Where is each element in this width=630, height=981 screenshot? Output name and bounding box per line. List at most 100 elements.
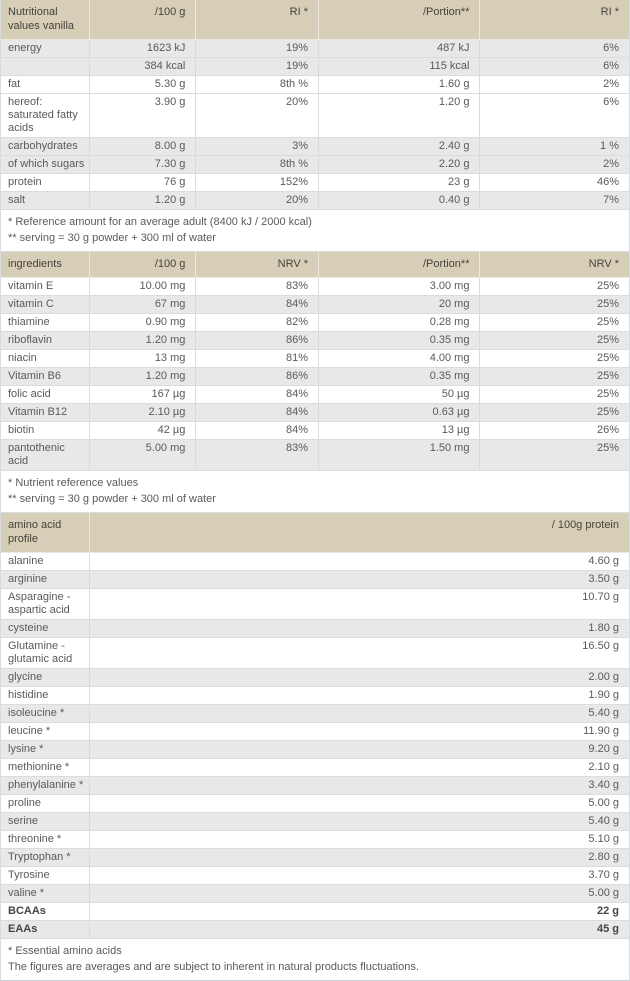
row-label: isoleucine * bbox=[8, 707, 65, 719]
footnote-reference-amount: * Reference amount for an average adult … bbox=[8, 216, 312, 228]
value-per-portion: 0.28 mg bbox=[318, 314, 479, 331]
row-label: carbohydrates bbox=[8, 140, 78, 152]
table-row: arginine 3.50 g bbox=[1, 571, 629, 589]
amino-value: 5.40 g bbox=[88, 705, 629, 722]
amino-value: 1.90 g bbox=[88, 687, 629, 704]
ri-per-portion: 25% bbox=[479, 332, 629, 349]
table-row: Asparagine - aspartic acid 10.70 g bbox=[1, 589, 629, 620]
table-row: hereof: saturated fatty acids 3.90 g 20% 1.… bbox=[1, 94, 629, 138]
ri-per-portion: 25% bbox=[479, 386, 629, 403]
amino-value: 4.60 g bbox=[88, 553, 629, 570]
table-row: riboflavin 1.20 mg 86% 0.35 mg 25% bbox=[1, 332, 629, 350]
table-row: leucine * 11.90 g bbox=[1, 723, 629, 741]
amino-table-header: amino acid profile / 100g protein bbox=[1, 513, 629, 553]
footnote-nrv: * Nutrient reference values bbox=[8, 477, 139, 489]
ri-per-portion: 25% bbox=[479, 368, 629, 385]
row-label: fat bbox=[8, 78, 21, 90]
table-row: glycine 2.00 g bbox=[1, 669, 629, 687]
table-row: Tryptophan * 2.80 g bbox=[1, 849, 629, 867]
column-header-per-100g-protein: / 100g protein bbox=[88, 513, 629, 552]
footnote-essential-amino-acids: * Essential amino acids bbox=[8, 945, 122, 957]
row-label: BCAAs bbox=[8, 905, 46, 917]
table-row: biotin 42 µg 84% 13 µg 26% bbox=[1, 422, 629, 440]
amino-value: 16.50 g bbox=[88, 638, 629, 668]
row-label: threonine * bbox=[8, 833, 62, 845]
value-per-100g: 5.30 g bbox=[88, 76, 196, 93]
ingredients-section: ingredients /100 g NRV * /Portion** NRV … bbox=[1, 252, 629, 513]
row-label: Vitamin B6 bbox=[8, 370, 61, 382]
ri-per-portion: 46% bbox=[479, 174, 629, 191]
row-label: lysine * bbox=[8, 743, 44, 755]
table-row: Vitamin B6 1.20 mg 86% 0.35 mg 25% bbox=[1, 368, 629, 386]
amino-value: 2.80 g bbox=[88, 849, 629, 866]
value-per-portion: 3.00 mg bbox=[318, 278, 479, 295]
row-label: histidine bbox=[8, 689, 49, 701]
footnote-serving: ** serving = 30 g powder + 300 ml of wat… bbox=[8, 232, 216, 244]
column-header-per-100g: /100 g bbox=[88, 0, 196, 39]
table-row: Vitamin B12 2.10 µg 84% 0.63 µg 25% bbox=[1, 404, 629, 422]
ri-per-portion: 25% bbox=[479, 314, 629, 331]
row-label: salt bbox=[8, 194, 26, 206]
row-label: cysteine bbox=[8, 622, 49, 634]
value-per-100g: 42 µg bbox=[88, 422, 196, 439]
ri-per-100g: 152% bbox=[195, 174, 318, 191]
row-label: thiamine bbox=[8, 316, 50, 328]
value-per-portion: 2.40 g bbox=[318, 138, 479, 155]
row-label bbox=[1, 58, 89, 75]
ingredients-table-header: ingredients /100 g NRV * /Portion** NRV … bbox=[1, 252, 629, 278]
row-label: Tyrosine bbox=[8, 869, 50, 881]
table-row: methionine * 2.10 g bbox=[1, 759, 629, 777]
column-header-nutrition-label: Nutritional values vanilla bbox=[8, 6, 75, 32]
table-row: alanine 4.60 g bbox=[1, 553, 629, 571]
row-label: energy bbox=[8, 42, 42, 54]
value-per-portion: 23 g bbox=[318, 174, 479, 191]
row-label: protein bbox=[8, 176, 42, 188]
ri-per-100g: 19% bbox=[195, 40, 318, 57]
row-label: niacin bbox=[8, 352, 37, 364]
value-per-100g: 8.00 g bbox=[88, 138, 196, 155]
table-row: thiamine 0.90 mg 82% 0.28 mg 25% bbox=[1, 314, 629, 332]
table-row: BCAAs 22 g bbox=[1, 903, 629, 921]
row-label: Vitamin B12 bbox=[8, 406, 68, 418]
table-row: serine 5.40 g bbox=[1, 813, 629, 831]
ri-per-portion: 25% bbox=[479, 404, 629, 421]
row-label: alanine bbox=[8, 555, 44, 567]
value-per-portion: 2.20 g bbox=[318, 156, 479, 173]
value-per-portion: 50 µg bbox=[318, 386, 479, 403]
amino-value: 1.80 g bbox=[88, 620, 629, 637]
ingredients-footnotes: * Nutrient reference values ** serving =… bbox=[1, 471, 629, 513]
ri-per-100g: 84% bbox=[195, 296, 318, 313]
ri-per-100g: 84% bbox=[195, 404, 318, 421]
nutrition-table-body: energy 1623 kJ 19% 487 kJ 6% 384 kcal 19% 115 k… bbox=[1, 40, 629, 210]
table-row: fat 5.30 g 8th % 1.60 g 2% bbox=[1, 76, 629, 94]
amino-table-body: alanine 4.60 g arginine 3.50 g Asparagine - … bbox=[1, 553, 629, 939]
ri-per-portion: 7% bbox=[479, 192, 629, 209]
value-per-portion: 1.60 g bbox=[318, 76, 479, 93]
value-per-portion: 0.40 g bbox=[318, 192, 479, 209]
table-row: niacin 13 mg 81% 4.00 mg 25% bbox=[1, 350, 629, 368]
column-header-nrv: NRV * bbox=[195, 252, 318, 277]
amino-value: 5.00 g bbox=[88, 885, 629, 902]
amino-value: 22 g bbox=[88, 903, 629, 920]
nutrition-section: Nutritional values vanilla /100 g RI * /… bbox=[1, 0, 629, 252]
ri-per-100g: 19% bbox=[195, 58, 318, 75]
value-per-100g: 1.20 mg bbox=[88, 368, 196, 385]
ri-per-portion: 2% bbox=[479, 156, 629, 173]
value-per-100g: 1.20 mg bbox=[88, 332, 196, 349]
ri-per-portion: 1 % bbox=[479, 138, 629, 155]
value-per-100g: 67 mg bbox=[88, 296, 196, 313]
amino-value: 2.00 g bbox=[88, 669, 629, 686]
value-per-portion: 1.50 mg bbox=[318, 440, 479, 470]
value-per-100g: 1623 kJ bbox=[88, 40, 196, 57]
table-row: cysteine 1.80 g bbox=[1, 620, 629, 638]
value-per-100g: 76 g bbox=[88, 174, 196, 191]
ri-per-portion: 6% bbox=[479, 94, 629, 137]
ri-per-100g: 8th % bbox=[195, 76, 318, 93]
ri-per-100g: 86% bbox=[195, 332, 318, 349]
amino-value: 5.40 g bbox=[88, 813, 629, 830]
table-row: pantothenic acid 5.00 mg 83% 1.50 mg 25% bbox=[1, 440, 629, 471]
column-header-per-portion: /Portion** bbox=[318, 0, 479, 39]
